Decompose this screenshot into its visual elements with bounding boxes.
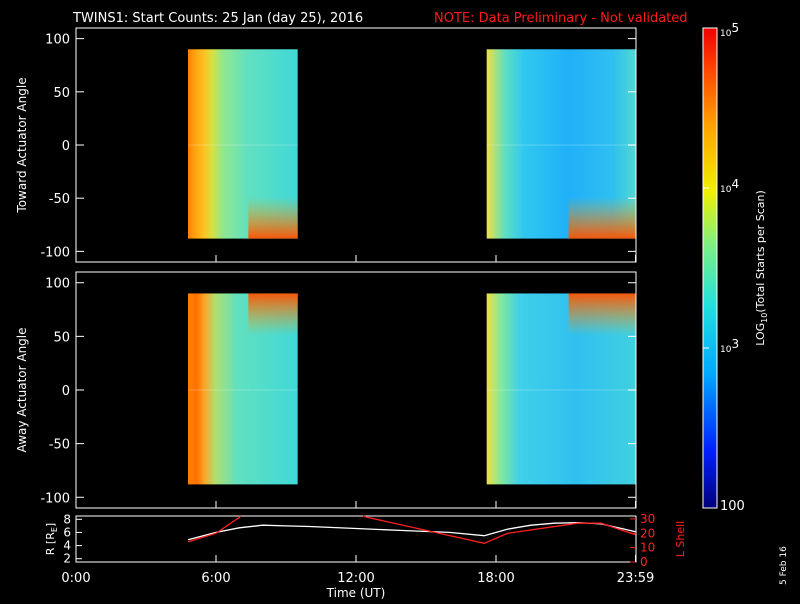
side-date: 5 Feb 16: [779, 546, 789, 585]
colorbar-label: LOG10(Total Starts per Scan): [754, 190, 769, 346]
lshell-tick-label-10: 10: [640, 541, 655, 555]
radius-axis-label: R [RE]: [44, 523, 59, 555]
toward-heatmap: [188, 49, 636, 239]
toward-actuator-panel: -100 -50 0 50 100 Toward Actuator Angle: [15, 27, 637, 263]
colorbar: 105 104 103 100 LOG10(Total Starts per Scan…: [702, 21, 769, 514]
xtick-label-2: 12:00: [337, 571, 374, 586]
toward-ytick-label-0: 0: [62, 139, 70, 154]
lshell-tick-label-20: 20: [640, 526, 655, 540]
time-axis-label: Time (UT): [326, 586, 386, 600]
lshell-line-2: [362, 515, 636, 544]
toward-hot-edge-2: [568, 196, 636, 239]
radius-tick-label-2: 2: [63, 552, 71, 566]
xtick-label-4: 23:59: [617, 571, 654, 586]
away-hot-edge-1: [248, 293, 298, 336]
colorbar-gradient: [702, 27, 718, 509]
toward-ytick-label-50: 50: [53, 86, 70, 101]
xtick-label-3: 18:00: [477, 571, 514, 586]
figure-title: TWINS1: Start Counts: 25 Jan (day 25), 2…: [72, 11, 363, 26]
xtick-label-0: 0:00: [61, 571, 90, 586]
radius-tick-label-6: 6: [63, 525, 71, 539]
xtick-label-1: 6:00: [201, 571, 230, 586]
colorbar-tick-label-1: 104: [720, 177, 739, 195]
time-x-ticks: 0:00 6:00 12:00 18:00 23:59: [61, 255, 654, 586]
away-actuator-panel: -100 -50 0 50 100 Away Actuator Angle: [15, 271, 637, 509]
away-ytick-label-0: 0: [62, 384, 70, 399]
away-y-ticks: -100 -50 0 50 100: [40, 277, 636, 506]
lshell-line-1: [187, 515, 241, 543]
lshell-tick-label-0: 0: [640, 555, 648, 569]
away-y-axis-label: Away Actuator Angle: [15, 327, 29, 452]
colorbar-tick-label-3: 100: [720, 499, 745, 514]
lshell-axis-label: L Shell: [674, 521, 687, 557]
away-heatmap: [188, 293, 636, 485]
away-hot-edge-2: [568, 293, 636, 336]
ephemeris-lines: [187, 515, 636, 544]
lshell-tick-label-30: 30: [640, 512, 655, 526]
toward-y-ticks: -100 -50 0 50 100: [40, 33, 636, 260]
away-ytick-label--50: -50: [49, 438, 70, 453]
colorbar-ticks: 105 104 103 100: [703, 21, 745, 514]
toward-y-axis-label: Toward Actuator Angle: [15, 77, 29, 213]
radius-tick-label-4: 4: [63, 539, 71, 553]
preliminary-note: NOTE: Data Preliminary - Not validated: [434, 11, 688, 26]
radius-tick-label-8: 8: [63, 512, 71, 526]
toward-hot-edge-1: [248, 196, 298, 239]
away-ytick-label-50: 50: [53, 330, 70, 345]
colorbar-tick-label-2: 103: [720, 337, 739, 355]
toward-ytick-label--50: -50: [49, 192, 70, 207]
colorbar-tick-label-0: 105: [720, 21, 739, 39]
away-ytick-label--100: -100: [40, 491, 70, 506]
away-ytick-label-100: 100: [45, 277, 70, 292]
toward-ytick-label--100: -100: [40, 245, 70, 260]
toward-ytick-label-100: 100: [45, 33, 70, 48]
